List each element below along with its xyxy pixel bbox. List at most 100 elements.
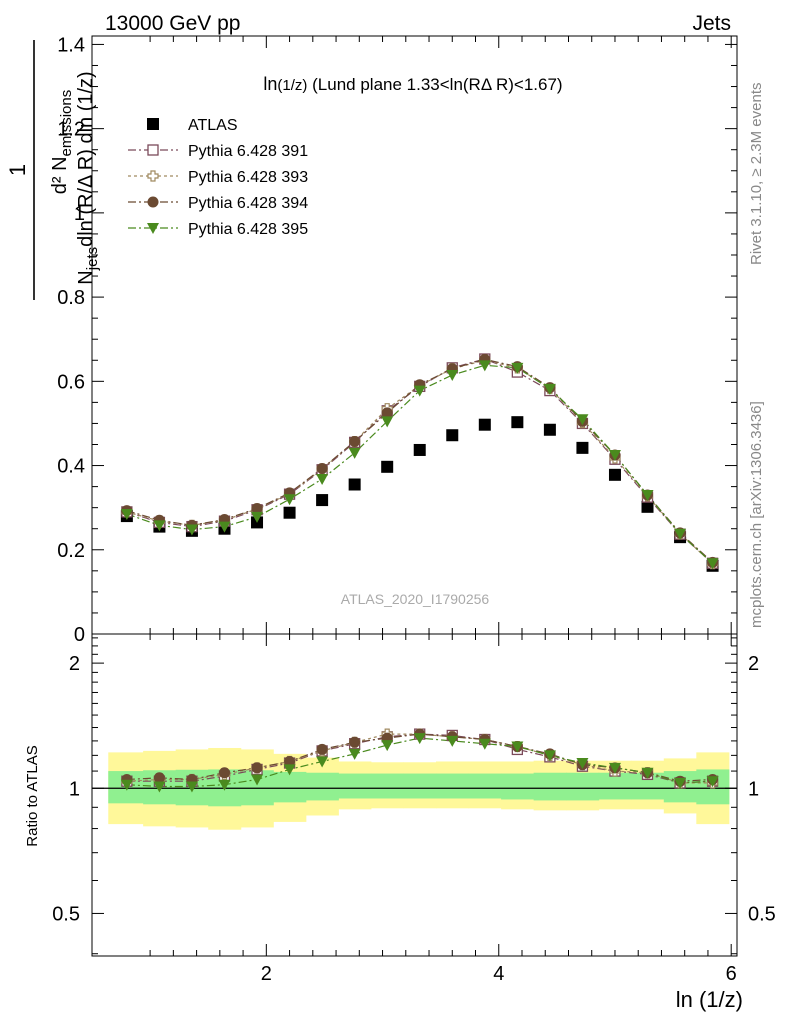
y-tick-label-4: 0.8	[57, 287, 85, 309]
inner-band-10	[436, 773, 470, 799]
data-point-0-14	[576, 441, 589, 454]
ratio-point-3-8	[381, 740, 394, 752]
ratio-y-tick-label-right-2: 2	[748, 653, 759, 675]
data-point-4-10	[446, 370, 459, 382]
inner-band-7	[338, 773, 372, 799]
ratio-point-3-13	[543, 750, 556, 762]
data-point-4-2	[185, 524, 198, 536]
data-point-4-18	[706, 558, 719, 570]
ratio-point-2-3	[218, 767, 230, 779]
legend-marker-3	[147, 196, 159, 208]
y-tick-label-7: 1.4	[57, 34, 85, 56]
data-point-4-7	[348, 447, 361, 459]
data-point-3-7	[349, 436, 361, 448]
ratio-point-3-9	[413, 733, 426, 745]
ratio-point-3-3	[218, 779, 231, 791]
ratio-point-3-4	[251, 774, 264, 786]
data-point-0-16	[641, 500, 654, 513]
legend-entry-0: ATLAS	[188, 117, 238, 134]
inner-band-13	[533, 772, 567, 801]
legend-marker-0	[147, 118, 159, 130]
data-point-4-15	[608, 450, 621, 462]
ratio-point-3-0	[120, 779, 133, 791]
ratio-y-tick-label-1: 1	[69, 778, 80, 800]
y-label-numerator: d² Nemissions	[49, 90, 75, 194]
inner-band-9	[403, 773, 437, 799]
x-tick-label-2: 6	[726, 963, 737, 985]
y-tick-label-1: 0.2	[57, 540, 85, 562]
ratio-point-3-2	[185, 781, 198, 793]
ratio-point-3-6	[316, 756, 329, 768]
data-point-4-5	[283, 494, 296, 506]
analysis-watermark: ATLAS_2020_I1790256	[341, 591, 490, 607]
data-point-4-16	[641, 490, 654, 502]
ratio-point-3-12	[511, 741, 524, 753]
legend-entry-1: Pythia 6.428 391	[188, 143, 308, 160]
data-point-0-15	[608, 468, 621, 481]
ratio-point-3-7	[348, 748, 361, 760]
data-point-4-11	[478, 360, 491, 372]
ratio-point-3-15	[608, 762, 621, 774]
mcplots-label: mcplots.cern.ch [arXiv:1306.3436]	[748, 401, 765, 628]
inner-band-5	[273, 771, 307, 803]
ratio-data-layer	[120, 728, 719, 793]
data-point-4-13	[543, 383, 556, 395]
ratio-y-tick-label-right-1: 1	[748, 778, 759, 800]
data-point-4-9	[413, 385, 426, 397]
ratio-frame	[91, 633, 738, 957]
legend: ATLAS Pythia 6.428 391 Pythia 6.428 393 Pyt…	[128, 117, 308, 238]
x-tick-label-1: 4	[493, 963, 504, 985]
inner-band-6	[305, 772, 339, 801]
ratio-panel: 0.5 0.5 1 1 2 2 2 4 6	[52, 633, 776, 985]
y-tick-label-0: 0	[74, 624, 85, 646]
data-point-0-5	[283, 506, 296, 519]
ratio-point-3-5	[283, 764, 296, 776]
inner-band-14	[566, 772, 600, 801]
y-tick-label-3: 0.6	[57, 371, 85, 393]
data-point-4-6	[316, 474, 329, 486]
ratio-point-2-7	[349, 736, 361, 748]
legend-entry-3: Pythia 6.428 394	[188, 195, 308, 212]
ratio-point-2-4	[251, 762, 263, 774]
data-point-0-12	[511, 416, 524, 429]
inner-band-15	[598, 772, 632, 800]
ratio-point-3-11	[478, 738, 491, 750]
inner-band-12	[501, 773, 535, 800]
ratio-point-3-18	[706, 776, 719, 788]
main-panel: 0 0.2 0.4 0.6 0.8 1 1.2 1.4 ln(1/z) (Lund plane…	[57, 34, 738, 646]
ratio-point-3-10	[446, 735, 459, 747]
rivet-version-label: Rivet 3.1.10, ≥ 2.3M events	[748, 83, 765, 266]
y-tick-label-5: 1	[74, 203, 85, 225]
data-point-0-8	[381, 460, 394, 473]
ratio-point-2-5	[284, 755, 296, 767]
legend-entry-4: Pythia 6.428 395	[188, 221, 308, 238]
data-point-4-8	[381, 416, 394, 428]
data-point-0-9	[413, 443, 426, 456]
jets-label: Jets	[692, 12, 731, 35]
ratio-point-2-6	[316, 743, 328, 755]
legend-marker-1	[147, 144, 159, 156]
data-point-0-13	[543, 423, 556, 436]
main-y-label: 1 d² Nemissions Njetsdln (R/Δ R) dln (1/…	[5, 40, 101, 300]
data-point-4-17	[674, 528, 687, 540]
data-point-3-8	[381, 407, 393, 419]
plot-title: ln(1/z) (Lund plane 1.33<ln(RΔ R)<1.67)	[263, 74, 562, 94]
x-tick-label-0: 2	[261, 963, 272, 985]
y-label-one: 1	[5, 164, 30, 176]
data-point-0-7	[348, 478, 361, 491]
legend-entry-2: Pythia 6.428 393	[188, 169, 308, 186]
ratio-point-2-1	[153, 772, 165, 784]
y-tick-label-6: 1.2	[57, 119, 85, 141]
ratio-y-tick-label-0: 0.5	[52, 903, 80, 925]
data-point-0-6	[316, 494, 329, 507]
legend-marker-4	[147, 223, 159, 234]
ratio-point-3-1	[153, 781, 166, 793]
ratio-y-label: Ratio to ATLAS	[24, 745, 41, 846]
inner-band-11	[468, 773, 502, 799]
data-point-4-12	[511, 362, 524, 374]
ratio-axis-ticks: 0.5 0.5 1 1 2 2 2 4 6	[52, 634, 776, 985]
ratio-point-3-14	[576, 758, 589, 770]
ratio-point-3-16	[641, 767, 654, 779]
inner-band-8	[370, 773, 404, 799]
